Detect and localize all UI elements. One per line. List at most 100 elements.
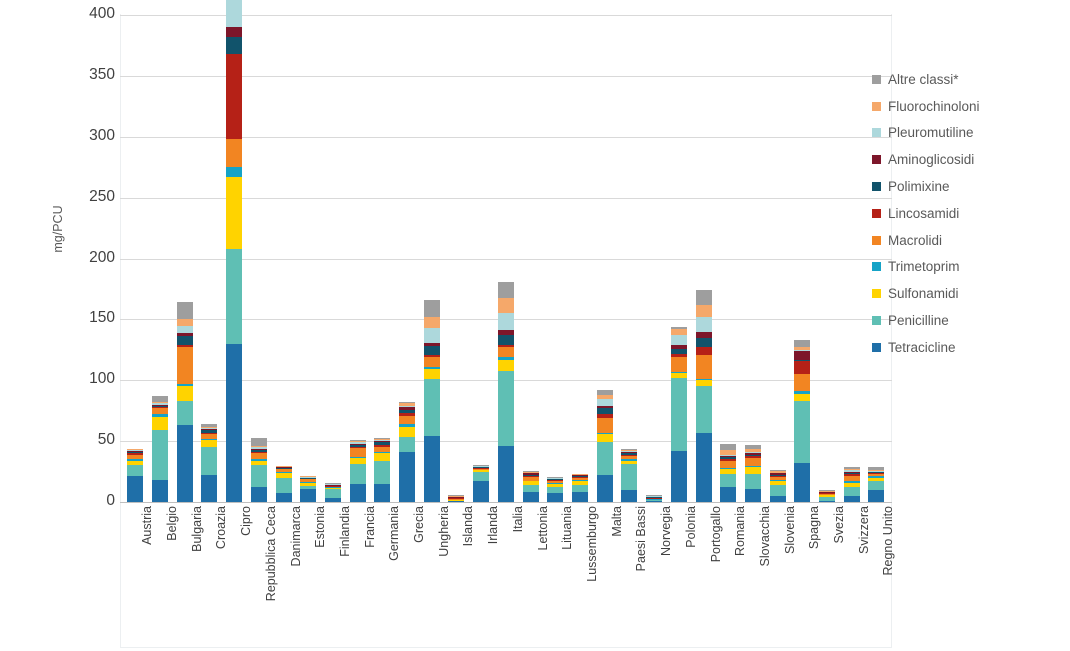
bar-segment[interactable] xyxy=(819,494,836,496)
bar-segment[interactable] xyxy=(127,460,144,466)
bar-segment[interactable] xyxy=(473,468,490,470)
bar-segment[interactable] xyxy=(349,458,366,465)
bar-segment[interactable] xyxy=(473,469,490,471)
bar-segment[interactable] xyxy=(226,248,243,344)
bar-segment[interactable] xyxy=(127,476,144,502)
bar-segment[interactable] xyxy=(423,379,440,437)
bar-segment[interactable] xyxy=(843,476,860,482)
bar-segment[interactable] xyxy=(572,481,588,485)
bar-segment[interactable] xyxy=(596,418,613,433)
bar-segment[interactable] xyxy=(127,450,144,453)
bar-segment[interactable] xyxy=(843,481,860,483)
bar-stack[interactable] xyxy=(448,495,465,502)
bar-segment[interactable] xyxy=(152,408,169,415)
bar-column[interactable] xyxy=(864,15,889,502)
bar-segment[interactable] xyxy=(547,487,564,494)
bar-segment[interactable] xyxy=(201,427,218,430)
bar-segment[interactable] xyxy=(695,354,712,380)
bar-segment[interactable] xyxy=(572,477,588,479)
bar-segment[interactable] xyxy=(423,369,440,380)
bar-segment[interactable] xyxy=(646,499,663,500)
bar-segment[interactable] xyxy=(152,402,169,404)
bar-segment[interactable] xyxy=(152,480,169,502)
bar-column[interactable] xyxy=(222,0,247,502)
bar-segment[interactable] xyxy=(473,467,490,469)
bar-segment[interactable] xyxy=(695,347,712,355)
bar-segment[interactable] xyxy=(275,466,292,467)
bar-segment[interactable] xyxy=(695,317,712,332)
bar-segment[interactable] xyxy=(596,405,613,409)
bar-segment[interactable] xyxy=(473,466,490,468)
bar-segment[interactable] xyxy=(176,425,193,502)
bar-segment[interactable] xyxy=(769,476,786,481)
legend-item[interactable]: Fluorochinoloni xyxy=(872,93,1068,120)
bar-segment[interactable] xyxy=(646,501,663,502)
bar-segment[interactable] xyxy=(547,483,564,484)
bar-segment[interactable] xyxy=(423,346,440,355)
bar-segment[interactable] xyxy=(522,480,539,482)
bar-segment[interactable] xyxy=(646,498,663,500)
bar-segment[interactable] xyxy=(423,357,440,367)
bar-stack[interactable] xyxy=(497,281,514,502)
bar-stack[interactable] xyxy=(250,437,267,502)
bar-segment[interactable] xyxy=(621,448,638,450)
bar-segment[interactable] xyxy=(324,488,341,499)
bar-segment[interactable] xyxy=(744,454,761,456)
bar-segment[interactable] xyxy=(497,344,514,348)
bar-column[interactable] xyxy=(197,15,222,502)
bar-segment[interactable] xyxy=(226,139,243,168)
bar-segment[interactable] xyxy=(720,469,737,474)
bar-segment[interactable] xyxy=(646,496,663,497)
bar-segment[interactable] xyxy=(522,476,539,481)
bar-segment[interactable] xyxy=(819,496,836,501)
bar-segment[interactable] xyxy=(374,441,391,443)
bar-segment[interactable] xyxy=(250,449,267,453)
bar-segment[interactable] xyxy=(769,480,786,482)
bar-segment[interactable] xyxy=(250,448,267,450)
bar-segment[interactable] xyxy=(868,472,885,473)
bar-segment[interactable] xyxy=(621,453,638,455)
bar-stack[interactable] xyxy=(226,0,243,502)
legend-item[interactable]: Lincosamidi xyxy=(872,200,1068,227)
bar-segment[interactable] xyxy=(819,500,836,502)
bar-segment[interactable] xyxy=(250,465,267,488)
bar-segment[interactable] xyxy=(547,478,564,480)
bar-segment[interactable] xyxy=(621,459,638,461)
bar-segment[interactable] xyxy=(794,393,811,401)
bar-segment[interactable] xyxy=(349,443,366,445)
bar-column[interactable] xyxy=(247,15,272,502)
bar-column[interactable] xyxy=(642,15,667,502)
bar-segment[interactable] xyxy=(769,473,786,475)
bar-segment[interactable] xyxy=(127,450,144,451)
bar-segment[interactable] xyxy=(497,359,514,371)
bar-segment[interactable] xyxy=(127,449,144,451)
bar-stack[interactable] xyxy=(547,476,564,502)
bar-stack[interactable] xyxy=(621,448,638,502)
bar-segment[interactable] xyxy=(596,390,613,395)
bar-segment[interactable] xyxy=(547,493,564,502)
bar-segment[interactable] xyxy=(695,432,712,502)
bar-segment[interactable] xyxy=(349,442,366,444)
bar-stack[interactable] xyxy=(324,483,341,502)
bar-segment[interactable] xyxy=(744,444,761,449)
bar-segment[interactable] xyxy=(226,27,243,37)
bar-segment[interactable] xyxy=(572,478,588,481)
bar-segment[interactable] xyxy=(596,398,613,406)
bar-segment[interactable] xyxy=(226,343,243,502)
bar-segment[interactable] xyxy=(250,437,267,447)
bar-segment[interactable] xyxy=(201,433,218,439)
bar-segment[interactable] xyxy=(324,487,341,488)
bar-segment[interactable] xyxy=(349,444,366,448)
bar-segment[interactable] xyxy=(349,448,366,457)
bar-segment[interactable] xyxy=(497,330,514,336)
bar-stack[interactable] xyxy=(868,467,885,502)
bar-column[interactable] xyxy=(790,15,815,502)
bar-segment[interactable] xyxy=(349,440,366,442)
bar-segment[interactable] xyxy=(473,467,490,468)
bar-stack[interactable] xyxy=(374,437,391,502)
bar-segment[interactable] xyxy=(250,447,267,449)
bar-segment[interactable] xyxy=(226,176,243,249)
legend-item[interactable]: Sulfonamidi xyxy=(872,280,1068,307)
bar-segment[interactable] xyxy=(226,54,243,140)
bar-column[interactable] xyxy=(568,15,593,502)
